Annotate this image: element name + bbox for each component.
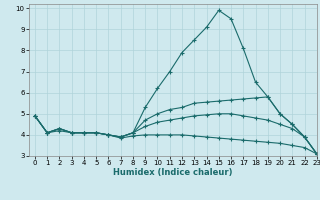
X-axis label: Humidex (Indice chaleur): Humidex (Indice chaleur) (113, 168, 233, 177)
